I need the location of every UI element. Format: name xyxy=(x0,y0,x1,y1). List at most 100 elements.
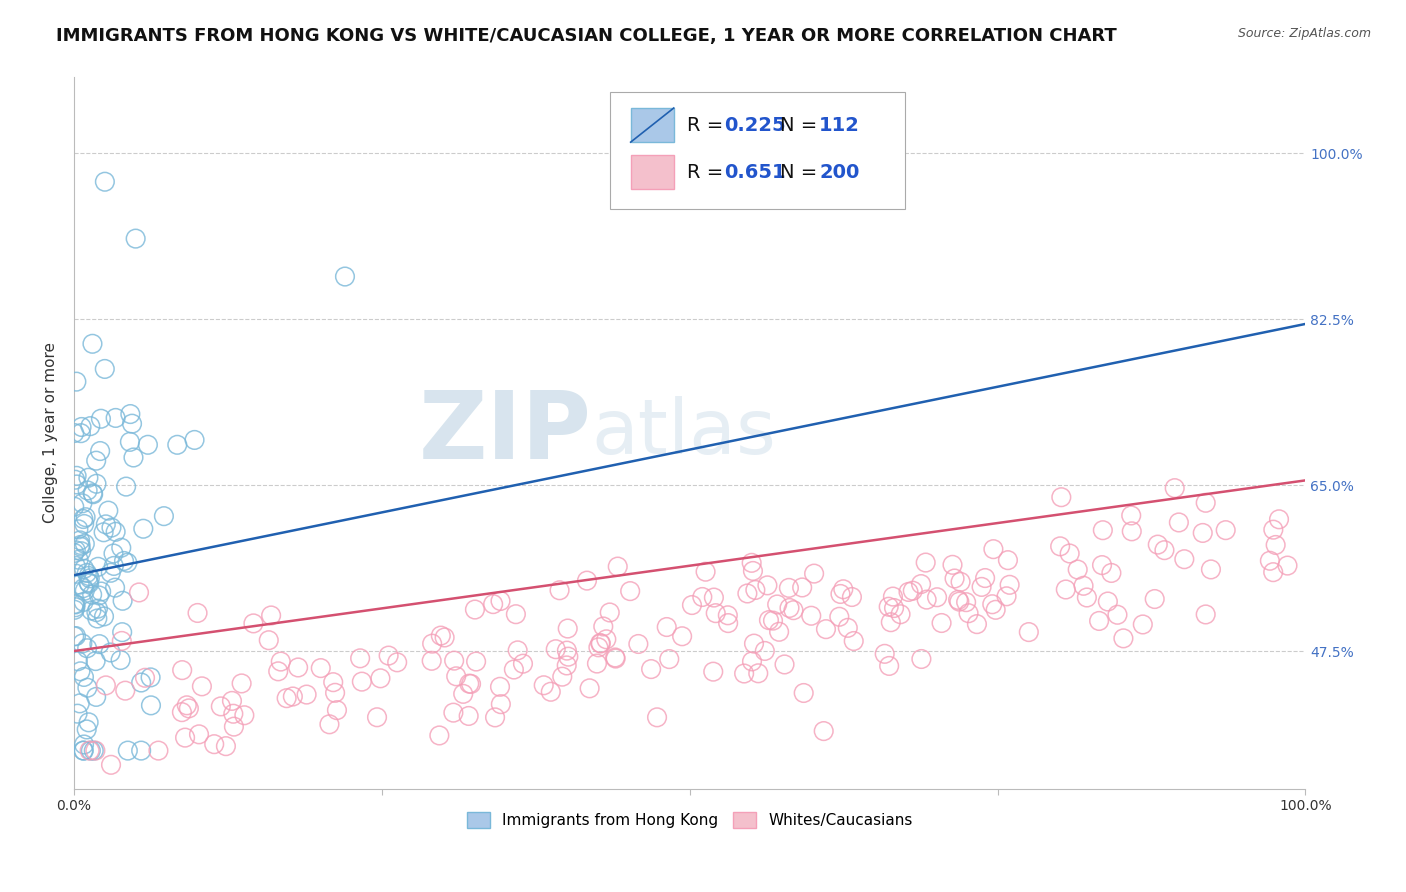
Point xyxy=(1099,566,1122,580)
Point xyxy=(762,614,785,628)
Point xyxy=(129,675,152,690)
Point xyxy=(946,593,969,607)
Point xyxy=(733,666,755,681)
Point xyxy=(578,681,600,696)
Point xyxy=(322,675,344,690)
Point xyxy=(76,641,98,656)
Point xyxy=(877,659,900,673)
FancyBboxPatch shape xyxy=(631,155,673,189)
Point xyxy=(702,665,724,679)
Point xyxy=(1143,592,1166,607)
Point xyxy=(69,538,91,552)
Point xyxy=(82,336,104,351)
Point xyxy=(832,582,855,597)
Text: R =: R = xyxy=(688,116,730,135)
Point xyxy=(65,598,87,612)
Point xyxy=(551,670,574,684)
Point xyxy=(89,444,111,458)
Point xyxy=(1097,594,1119,608)
Point xyxy=(65,600,87,615)
Y-axis label: College, 1 year or more: College, 1 year or more xyxy=(44,343,58,524)
Point xyxy=(741,556,763,570)
Point xyxy=(77,715,100,730)
Point xyxy=(1199,562,1222,576)
Point xyxy=(1215,523,1237,537)
Point xyxy=(451,687,474,701)
Point xyxy=(420,637,443,651)
Point xyxy=(65,558,87,573)
Point xyxy=(655,620,678,634)
Point xyxy=(287,660,309,674)
Point xyxy=(114,683,136,698)
Point xyxy=(83,743,105,757)
Text: 112: 112 xyxy=(820,116,860,135)
Point xyxy=(188,727,211,741)
Point xyxy=(129,743,152,757)
Point xyxy=(215,739,238,753)
Point xyxy=(548,583,571,598)
Point xyxy=(974,571,997,585)
Point xyxy=(464,602,486,616)
Point xyxy=(744,582,766,597)
Point xyxy=(742,564,765,578)
Point xyxy=(117,556,139,570)
Point xyxy=(233,708,256,723)
Point xyxy=(758,613,780,627)
Point xyxy=(70,544,93,558)
Point xyxy=(67,522,90,536)
Point xyxy=(506,643,529,657)
Point xyxy=(84,654,107,668)
Point xyxy=(87,559,110,574)
Point xyxy=(640,662,662,676)
Point xyxy=(79,571,101,585)
Point xyxy=(914,556,936,570)
Point xyxy=(430,629,453,643)
Point xyxy=(77,471,100,485)
Point xyxy=(110,653,132,667)
Point xyxy=(72,496,94,510)
Point xyxy=(830,587,852,601)
Point xyxy=(100,757,122,772)
Point xyxy=(773,657,796,672)
Point xyxy=(489,594,512,608)
Point xyxy=(742,637,765,651)
Point xyxy=(1167,516,1189,530)
Point xyxy=(606,559,628,574)
Point xyxy=(842,634,865,648)
Point xyxy=(148,743,170,757)
Point xyxy=(589,636,612,650)
Point xyxy=(103,558,125,573)
Point xyxy=(779,601,801,615)
Point xyxy=(65,566,87,581)
Point xyxy=(586,657,609,671)
Point xyxy=(112,554,135,568)
Point xyxy=(1277,558,1299,573)
Point xyxy=(366,710,388,724)
Point xyxy=(104,581,127,595)
Point xyxy=(1107,607,1129,622)
Point xyxy=(910,577,932,591)
Point xyxy=(1164,481,1187,495)
Point xyxy=(1268,512,1291,526)
Point xyxy=(841,590,863,604)
Point xyxy=(65,629,87,643)
Text: ZIP: ZIP xyxy=(419,387,592,479)
Point xyxy=(73,583,96,598)
Point xyxy=(73,738,96,752)
Point xyxy=(63,500,86,514)
Point xyxy=(692,590,714,604)
Point xyxy=(457,709,479,723)
Point xyxy=(768,624,790,639)
Point xyxy=(326,703,349,717)
Point xyxy=(465,655,488,669)
Point xyxy=(80,603,103,617)
Point xyxy=(1258,554,1281,568)
Point xyxy=(82,588,104,602)
Point xyxy=(533,678,555,692)
Point xyxy=(484,710,506,724)
Point xyxy=(540,685,562,699)
Point xyxy=(756,578,779,592)
Point xyxy=(966,617,988,632)
Point xyxy=(63,629,86,643)
Point xyxy=(120,407,142,421)
